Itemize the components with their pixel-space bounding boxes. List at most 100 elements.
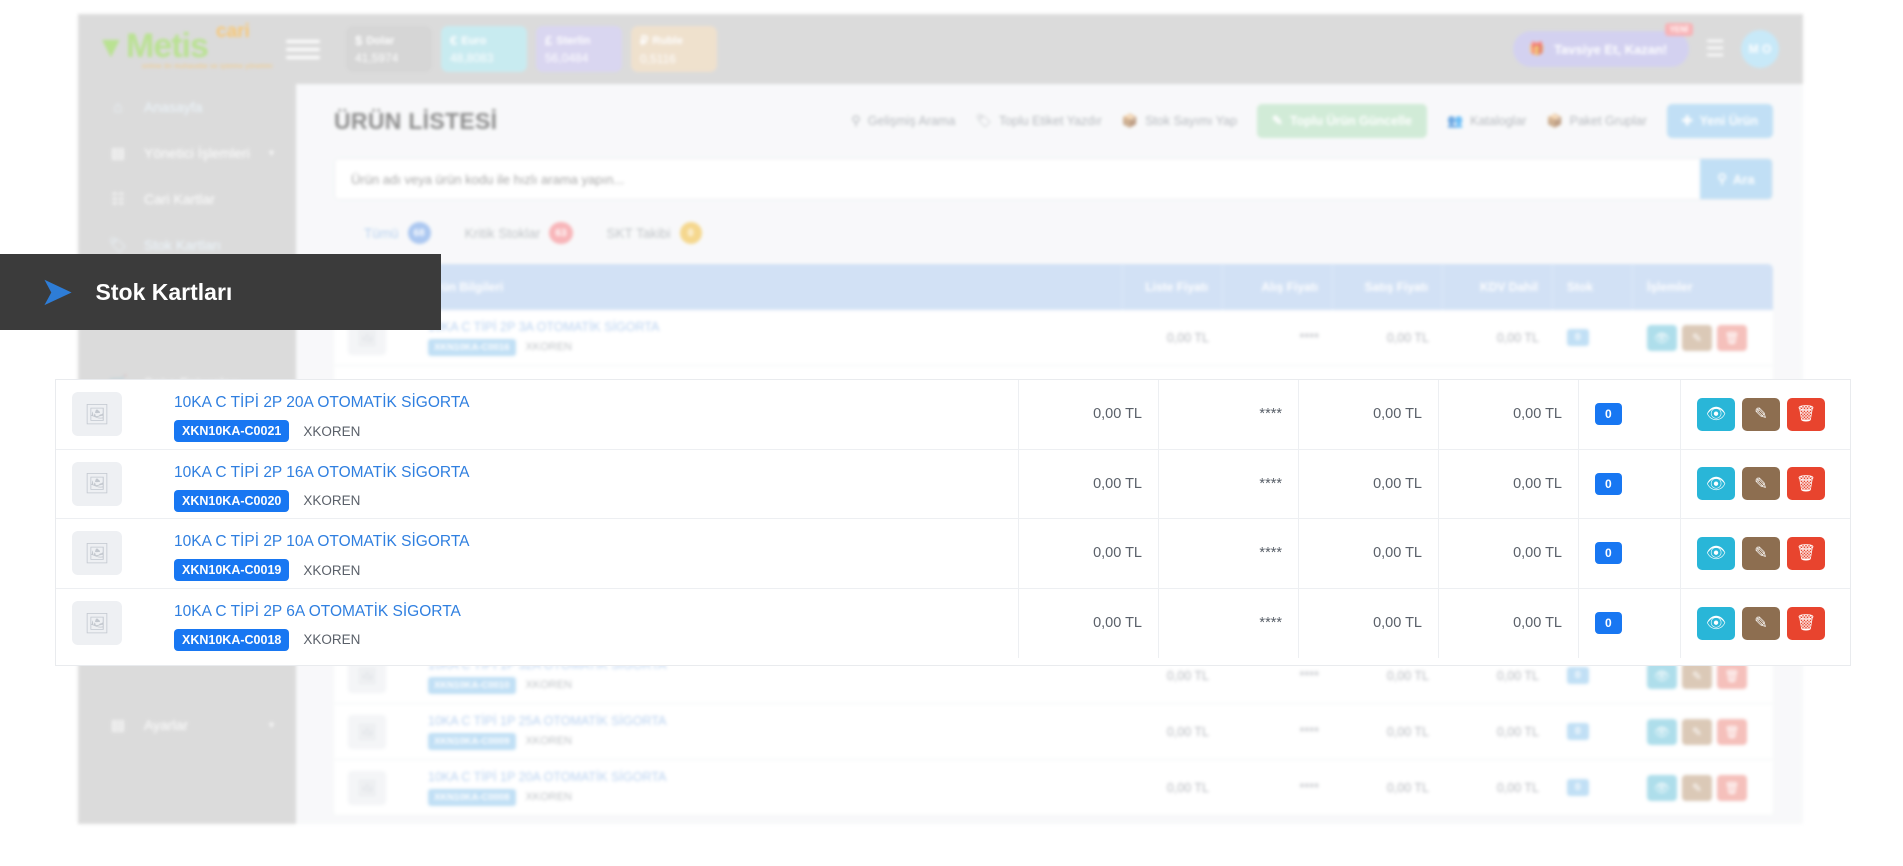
col-actions: İşlemler <box>1647 280 1693 294</box>
tab-skt-takibi[interactable]: SKT Takibi 0 <box>607 222 702 244</box>
sidebar-item-yonetici-islemleri[interactable]: ▤ Yönetici İşlemleri ▾ <box>78 130 296 176</box>
brand-suffix: cari <box>216 21 250 42</box>
sidebar-tooltip-label: Stok Kartları <box>95 278 233 305</box>
table-row[interactable]: 🖼 10KA C TİPİ 2P 3A OTOMATİK SİGORTA XKN10… <box>334 310 1773 366</box>
stock-cell: 0 <box>1578 588 1680 658</box>
sidebar-item-stok-kartlari[interactable]: 🏷 Stok Kartları <box>78 222 296 268</box>
product-name[interactable]: 10KA C TİPİ 2P 20A OTOMATİK SİGORTA <box>174 394 470 411</box>
product-name[interactable]: 10KA C TİPİ 1P 20A OTOMATİK SİGORTA <box>428 769 667 784</box>
product-sku: XKN10KA-C0010 <box>428 676 516 694</box>
highlighted-rows: 🖼 10KA C TİPİ 2P 20A OTOMATİK SİGORTA XKN1… <box>56 380 1850 665</box>
package-groups-button[interactable]: 📦 Paket Gruplar <box>1546 113 1647 128</box>
currency-dolar[interactable]: $ Dolar 41,5974 <box>346 26 432 72</box>
catalogs-button[interactable]: 👥 Kataloglar <box>1446 113 1527 128</box>
col-stock[interactable]: Stok <box>1553 264 1633 310</box>
sidebar-item-label: Anasayfa <box>144 99 203 115</box>
table-row[interactable]: 🖼 10KA C TİPİ 2P 6A OTOMATİK SİGORTA XKN10… <box>56 588 1850 658</box>
list-price-cell: 0,00 TL <box>1166 668 1209 683</box>
table-row[interactable]: 🖼10KA C TİPİ 1P 32A OTOMATİK SİGORTAXKN1… <box>334 648 1773 704</box>
col-list-price[interactable]: Liste Fiyatı <box>1123 264 1223 310</box>
product-thumbnail-cell: 🖼 <box>56 380 158 449</box>
view-button[interactable]: 👁 <box>1697 606 1735 640</box>
stock-count-button[interactable]: 📦 Stok Sayımı Yap <box>1121 113 1238 128</box>
delete-button[interactable]: 🗑 <box>1787 467 1825 501</box>
tag-icon: ➤ <box>40 270 74 314</box>
table-row[interactable]: 🖼 10KA C TİPİ 1P 25A OTOMATİK SİGORTA XKN1… <box>334 704 1773 760</box>
vat-price-cell: 0,00 TL <box>1438 519 1578 588</box>
table-row[interactable]: 🖼 10KA C TİPİ 1P 20A OTOMATİK SİGORTA XKN1… <box>334 760 1773 816</box>
product-name[interactable]: 10KA C TİPİ 2P 3A OTOMATİK SİGORTA <box>428 319 660 334</box>
search-button[interactable]: ⚲ Ara <box>1700 159 1772 199</box>
euro-icon: € <box>450 33 458 48</box>
edit-button[interactable]: ✎ <box>1742 606 1780 640</box>
delete-button[interactable]: 🗑 <box>1717 324 1747 351</box>
tab-tumu[interactable]: Tümü 68 <box>364 222 431 244</box>
currency-ruble[interactable]: ₽ Ruble 0,5116 <box>631 26 717 72</box>
col-purchase-price[interactable]: Alış Fiyatı <box>1223 264 1333 310</box>
table-row[interactable]: 🖼 10KA C TİPİ 2P 16A OTOMATİK SİGORTA XKN1… <box>56 449 1850 519</box>
col-vat-included[interactable]: KDV Dahil <box>1443 264 1553 310</box>
search-icon: ⚲ <box>851 113 861 128</box>
table-row[interactable]: 🖼 10KA C TİPİ 2P 10A OTOMATİK SİGORTA XKN1… <box>56 519 1850 589</box>
product-sku: XKN10KA-C0020 <box>174 489 290 512</box>
edit-button[interactable]: ✎ <box>1682 774 1712 801</box>
list-price-cell: 0,00 TL <box>1018 380 1158 449</box>
view-button[interactable]: 👁 <box>1647 324 1677 351</box>
bulk-product-update-button[interactable]: ✎ Toplu Ürün Güncelle <box>1257 104 1427 138</box>
col-sale-price[interactable]: Satış Fiyatı <box>1333 264 1443 310</box>
product-info-cell: 10KA C TİPİ 2P 16A OTOMATİK SİGORTA XKN10… <box>158 450 1018 519</box>
product-name[interactable]: 10KA C TİPİ 2P 6A OTOMATİK SİGORTA <box>174 602 461 620</box>
sidebar-item-ayarlar[interactable]: ▤ Ayarlar ▾ <box>78 702 296 748</box>
sidebar-tooltip: ➤ Stok Kartları <box>0 254 441 330</box>
tab-kritik-stoklar[interactable]: Kritik Stoklar 63 <box>465 222 573 244</box>
list-price-cell: 0,00 TL <box>1018 519 1158 588</box>
actions-cell: 👁 ✎ 🗑 <box>1680 519 1850 588</box>
view-button[interactable]: 👁 <box>1697 536 1735 570</box>
refer-and-earn-button[interactable]: 🎁 Tavsiye Et, Kazan! YENİ <box>1512 23 1694 67</box>
delete-button[interactable]: 🗑 <box>1717 662 1747 689</box>
product-name[interactable]: 10KA C TİPİ 1P 25A OTOMATİK SİGORTA <box>428 713 667 728</box>
advanced-search-button[interactable]: ⚲ Gelişmiş Arama <box>851 113 956 128</box>
list-price-cell: 0,00 TL <box>1166 724 1209 739</box>
new-product-button[interactable]: ✚ Yeni Ürün <box>1666 104 1773 138</box>
table-row[interactable]: 🖼 10KA C TİPİ 2P 20A OTOMATİK SİGORTA XKN1… <box>56 380 1850 450</box>
view-button[interactable]: 👁 <box>1647 662 1677 689</box>
refer-label: Tavsiye Et, Kazan! <box>1554 41 1668 57</box>
delete-button[interactable]: 🗑 <box>1787 536 1825 570</box>
view-button[interactable]: 👁 <box>1697 467 1735 501</box>
edit-button[interactable]: ✎ <box>1742 397 1780 431</box>
sidebar-item-anasayfa[interactable]: ⌂ Anasayfa <box>78 84 296 130</box>
view-button[interactable]: 👁 <box>1647 774 1677 801</box>
page-title: ÜRÜN LİSTESİ <box>334 107 498 134</box>
actions-cell: 👁 ✎ 🗑 <box>1680 588 1850 658</box>
actions-cell: 👁 ✎ 🗑 <box>1633 704 1773 760</box>
bulk-label-print-button[interactable]: 🏷 Toplu Etiket Yazdır <box>975 113 1102 128</box>
search-input[interactable] <box>335 159 1700 199</box>
delete-button[interactable]: 🗑 <box>1717 718 1747 745</box>
edit-button[interactable]: ✎ <box>1682 324 1712 351</box>
top-bar-right: 🎁 Tavsiye Et, Kazan! YENİ ☰ M O <box>1512 23 1803 68</box>
table-rows-below: 🖼10KA C TİPİ 1P 32A OTOMATİK SİGORTAXKN1… <box>334 648 1773 816</box>
product-brand: XKOREN <box>303 562 361 578</box>
edit-button[interactable]: ✎ <box>1682 662 1712 689</box>
edit-button[interactable]: ✎ <box>1742 467 1780 501</box>
product-name[interactable]: 10KA C TİPİ 2P 10A OTOMATİK SİGORTA <box>174 533 470 550</box>
delete-button[interactable]: 🗑 <box>1717 774 1747 801</box>
hamburger-icon[interactable] <box>286 39 320 59</box>
sidebar-item-cari-kartlar[interactable]: ☷ Cari Kartlar <box>78 176 296 222</box>
edit-button[interactable]: ✎ <box>1682 718 1712 745</box>
view-button[interactable]: 👁 <box>1647 718 1677 745</box>
brand-name: Metis <box>126 27 209 65</box>
avatar[interactable]: M O <box>1741 30 1779 68</box>
currency-euro[interactable]: € Euro 48,8083 <box>441 26 527 72</box>
product-name[interactable]: 10KA C TİPİ 2P 16A OTOMATİK SİGORTA <box>174 463 470 481</box>
view-button[interactable]: 👁 <box>1697 397 1735 431</box>
currency-sterlin[interactable]: £ Sterlin 56,0484 <box>536 26 622 72</box>
brand-logo[interactable]: ▼ Metis cari online ön muhasebe ve işlet… <box>78 21 278 75</box>
edit-button[interactable]: ✎ <box>1742 536 1780 570</box>
delete-button[interactable]: 🗑 <box>1787 397 1825 431</box>
delete-button[interactable]: 🗑 <box>1787 606 1825 640</box>
table-rows-above: 🖼 10KA C TİPİ 2P 3A OTOMATİK SİGORTA XKN10… <box>334 310 1773 366</box>
layers-icon[interactable]: ☰ <box>1705 36 1725 61</box>
tab-count-badge: 68 <box>407 222 431 244</box>
